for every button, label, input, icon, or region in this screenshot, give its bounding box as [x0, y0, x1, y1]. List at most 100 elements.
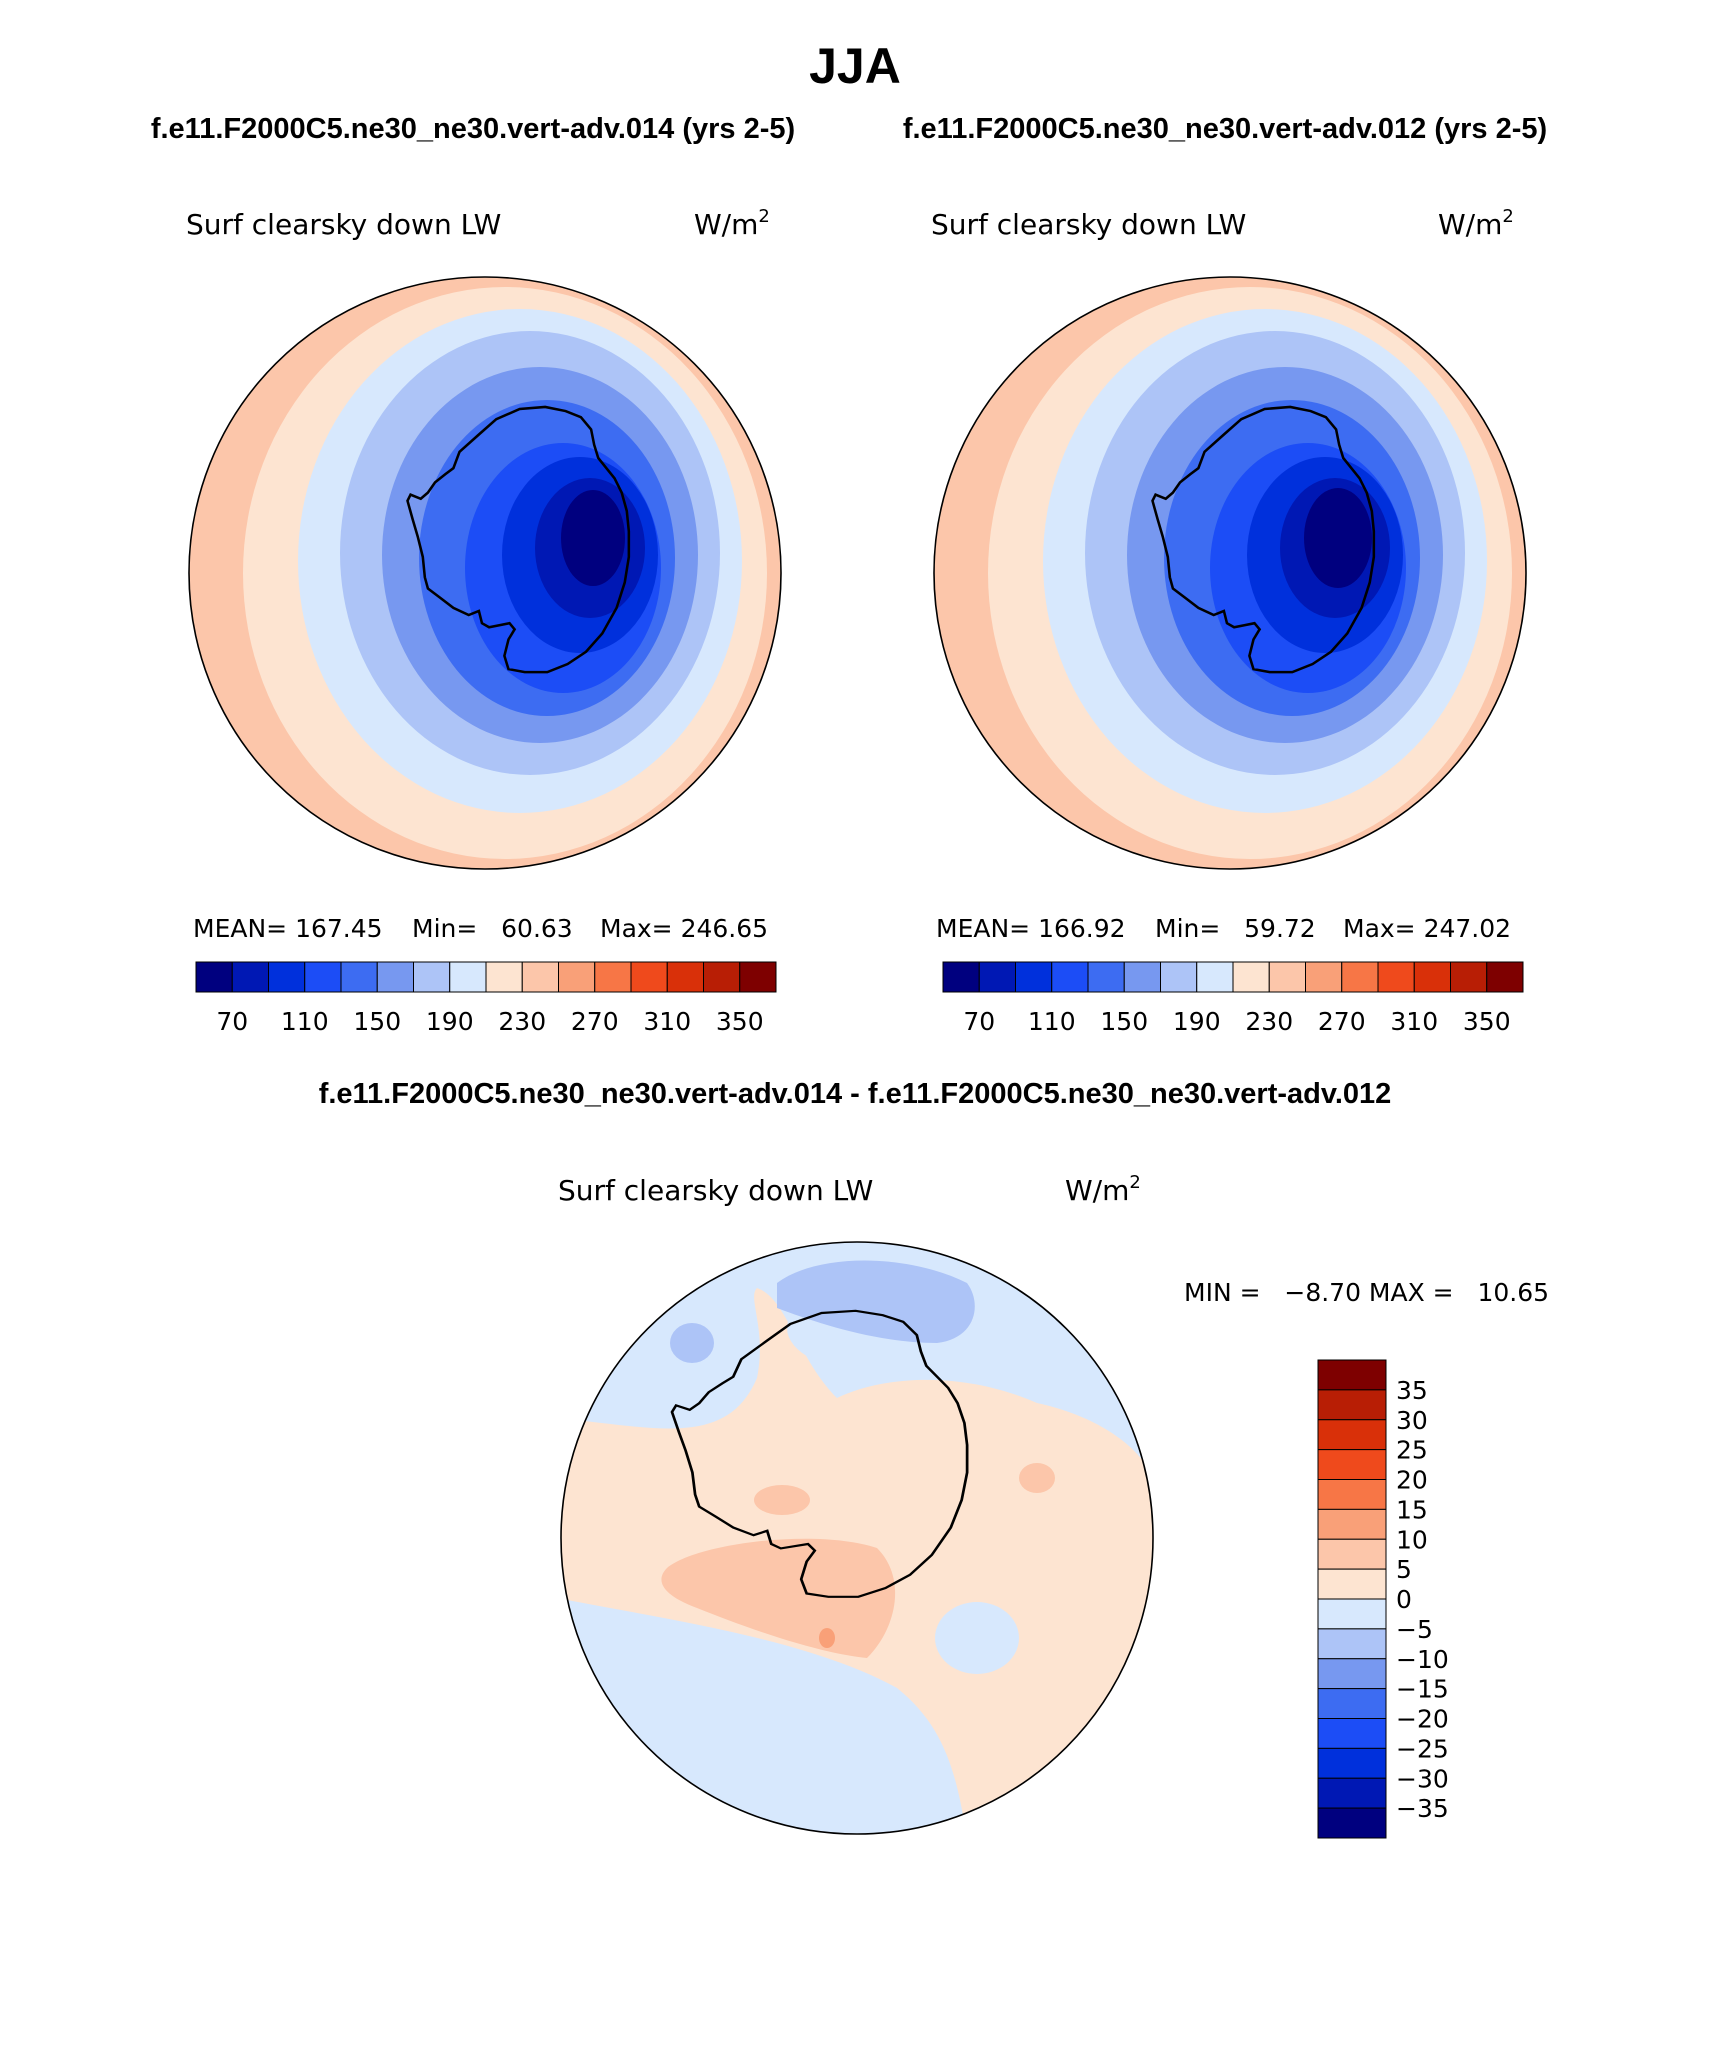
right-colorbar-swatch	[1413, 961, 1451, 993]
left-colorbar-swatch	[558, 961, 596, 993]
left-colorbar-swatch	[630, 961, 668, 993]
difference-map-border	[560, 1241, 1154, 1835]
left-colorbar: 70 110 150 190 230 270 310 350	[195, 961, 777, 1036]
difference-colorbar-tick-label: −15	[1396, 1675, 1449, 1704]
left-colorbar-swatch	[703, 961, 741, 993]
difference-colorbar-tick-label: 35	[1396, 1376, 1428, 1405]
left-colorbar-tick-label: 110	[281, 1007, 329, 1036]
left-colorbar-swatch	[521, 961, 559, 993]
left-map-border	[188, 276, 782, 870]
difference-colorbar-swatch	[1317, 1449, 1387, 1480]
right-colorbar-tick-label: 110	[1028, 1007, 1076, 1036]
right-colorbar-swatch	[1051, 961, 1089, 993]
difference-colorbar-tick-label: −20	[1396, 1705, 1449, 1734]
difference-colorbar-swatch	[1317, 1658, 1387, 1690]
top-left-case-title: f.e11.F2000C5.ne30_ne30.vert-adv.014 (yr…	[151, 113, 795, 145]
left-variable-label: Surf clearsky down LW	[186, 208, 501, 241]
right-colorbar-tick-label: 310	[1390, 1007, 1438, 1036]
left-colorbar-tick-label: 270	[571, 1007, 619, 1036]
diff-units-label: W/m2	[1065, 1172, 1141, 1207]
difference-colorbar-swatch	[1317, 1628, 1387, 1660]
left-colorbar-swatch	[195, 961, 233, 993]
left-colorbar-swatch	[666, 961, 704, 993]
difference-colorbar-swatch	[1317, 1359, 1387, 1391]
difference-colorbar-swatch	[1317, 1568, 1387, 1600]
left-colorbar-tick-label: 310	[643, 1007, 691, 1036]
difference-colorbar-tick-label: −5	[1396, 1615, 1433, 1644]
right-colorbar-swatch	[1015, 961, 1053, 993]
right-max-stat: Max= 247.02	[1343, 914, 1511, 943]
right-colorbar-swatch	[1232, 961, 1270, 993]
left-units-label: W/m2	[694, 206, 770, 241]
right-polar-map	[934, 277, 1526, 869]
left-colorbar-tick-label: 230	[498, 1007, 546, 1036]
difference-colorbar-tick-label: −10	[1396, 1645, 1449, 1674]
left-colorbar-swatch	[485, 961, 523, 993]
right-colorbar-tick-label: 150	[1100, 1007, 1148, 1036]
right-colorbar-swatch	[942, 961, 980, 993]
left-min-stat: Min= 60.63	[412, 914, 573, 943]
right-colorbar: 70 110 150 190 230 270 310 350	[942, 961, 1524, 1036]
right-colorbar-swatch	[1268, 961, 1306, 993]
difference-polar-map	[561, 1242, 1153, 1834]
left-max-stat: Max= 246.65	[600, 914, 768, 943]
difference-colorbar-swatch	[1317, 1389, 1387, 1421]
difference-colorbar-swatch	[1317, 1688, 1387, 1719]
right-colorbar-swatch	[1305, 961, 1343, 993]
difference-colorbar-tick-label: −35	[1396, 1794, 1449, 1823]
right-colorbar-swatch	[1123, 961, 1161, 993]
right-units-label: W/m2	[1438, 206, 1514, 241]
right-mean-stat: MEAN= 166.92	[936, 914, 1126, 943]
left-colorbar-swatch	[739, 961, 777, 993]
right-colorbar-tick-label: 350	[1463, 1007, 1511, 1036]
difference-colorbar-tick-label: 5	[1396, 1555, 1412, 1584]
right-colorbar-swatch	[1377, 961, 1415, 993]
difference-colorbar-swatch	[1317, 1419, 1387, 1451]
difference-colorbar-tick-label: 20	[1396, 1466, 1428, 1495]
left-colorbar-swatch	[340, 961, 378, 993]
difference-title: f.e11.F2000C5.ne30_ne30.vert-adv.014 - f…	[319, 1078, 1392, 1110]
right-colorbar-tick-label: 190	[1173, 1007, 1221, 1036]
left-colorbar-tick-label: 70	[216, 1007, 248, 1036]
difference-colorbar-tick-label: −25	[1396, 1734, 1449, 1763]
difference-colorbar-swatch	[1317, 1807, 1387, 1839]
left-colorbar-swatch	[376, 961, 414, 993]
difference-colorbar-tick-label: 30	[1396, 1406, 1428, 1435]
left-colorbar-swatch	[413, 961, 451, 993]
right-colorbar-swatch	[1450, 961, 1488, 993]
difference-colorbar-tick-label: −30	[1396, 1764, 1449, 1793]
difference-colorbar-tick-label: 15	[1396, 1495, 1428, 1524]
left-colorbar-tick-label: 190	[426, 1007, 474, 1036]
right-colorbar-tick-label: 70	[963, 1007, 995, 1036]
right-variable-label: Surf clearsky down LW	[931, 208, 1246, 241]
left-colorbar-swatch	[268, 961, 306, 993]
right-colorbar-swatch	[1087, 961, 1125, 993]
right-colorbar-tick-label: 270	[1318, 1007, 1366, 1036]
right-colorbar-tick-label: 230	[1245, 1007, 1293, 1036]
difference-colorbar-tick-label: 0	[1396, 1585, 1412, 1614]
difference-colorbar-tick-label: 10	[1396, 1525, 1428, 1554]
left-polar-map	[189, 277, 781, 869]
right-colorbar-swatch	[978, 961, 1016, 993]
diff-min-max-stat: MIN = −8.70 MAX = 10.65	[1184, 1278, 1549, 1307]
right-colorbar-swatch	[1341, 961, 1379, 993]
difference-colorbar-swatch	[1317, 1508, 1387, 1540]
difference-colorbar-swatch	[1317, 1479, 1387, 1510]
difference-colorbar-swatch	[1317, 1747, 1387, 1779]
left-colorbar-swatch	[594, 961, 632, 993]
right-min-stat: Min= 59.72	[1155, 914, 1316, 943]
difference-colorbar-swatch	[1317, 1538, 1387, 1570]
top-right-case-title: f.e11.F2000C5.ne30_ne30.vert-adv.012 (yr…	[903, 113, 1547, 145]
right-colorbar-swatch	[1486, 961, 1524, 993]
right-map-border	[933, 276, 1527, 870]
difference-colorbar-swatch	[1317, 1598, 1387, 1630]
figure-title: JJA	[809, 38, 901, 94]
left-mean-stat: MEAN= 167.45	[193, 914, 383, 943]
right-colorbar-swatch	[1160, 961, 1198, 993]
right-colorbar-swatch	[1196, 961, 1234, 993]
left-colorbar-tick-label: 150	[353, 1007, 401, 1036]
left-colorbar-swatch	[231, 961, 269, 993]
diff-variable-label: Surf clearsky down LW	[558, 1174, 873, 1207]
